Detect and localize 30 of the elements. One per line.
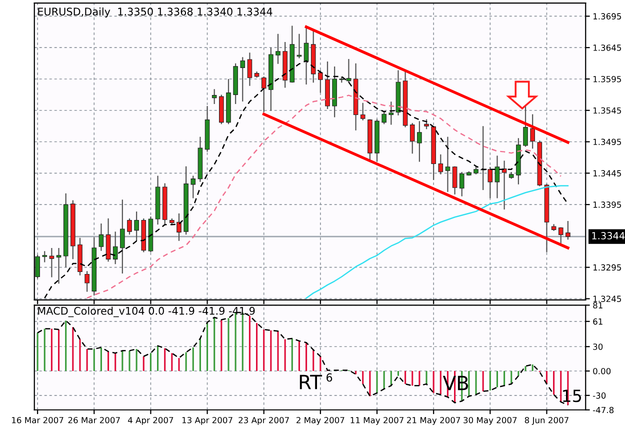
y-tick-label: 1.3495 (593, 138, 621, 146)
x-tick-label: 11 May 2007 (350, 416, 404, 425)
x-tick-label: 2 May 2007 (296, 416, 344, 425)
x-tick-label: 21 May 2007 (407, 416, 460, 425)
chart-title: MACD_Colored_v104 0.0 -41.9 -41.9 -41.9 (38, 306, 255, 318)
y-tick-label: 1.3445 (593, 170, 621, 176)
y-tick-label: 61 (593, 318, 602, 325)
x-tick-label: 26 Mar 2007 (68, 416, 120, 424)
x-tick-label: 30 May 2007 (464, 416, 517, 425)
x-tick-label: 23 Apr 2007 (238, 416, 289, 425)
y-tick-label: 1.3645 (593, 44, 621, 51)
x-tick-label: 4 Apr 2007 (128, 416, 174, 425)
chart-title: EURUSD,Daily 1.3350 1.3368 1.3340 1.3344 (38, 7, 272, 18)
y-tick-label: -47.8 (592, 406, 614, 414)
annotation: 6 (326, 373, 332, 382)
y-tick-label: 1.3295 (593, 264, 621, 271)
y-tick-label: 1.3395 (593, 202, 621, 208)
y-tick-label: 30 (593, 344, 603, 350)
x-tick-label: 8 Jun 2007 (524, 416, 568, 425)
y-tick-label: 1.3595 (593, 76, 621, 82)
annotation: RT (300, 374, 322, 390)
y-tick-label: 1.3245 (593, 296, 621, 302)
x-tick-label: 16 Mar 2007 (12, 416, 64, 424)
ref-line-label: 1.3344 (592, 232, 625, 240)
y-tick-label: -30 (592, 392, 606, 399)
y-tick-label: 1.3545 (593, 107, 621, 114)
y-tick-label: 0.00 (593, 368, 611, 374)
x-tick-label: 13 Apr 2007 (182, 416, 232, 425)
y-tick-label: 1.3695 (593, 13, 621, 20)
y-tick-label: 81 (593, 302, 602, 308)
